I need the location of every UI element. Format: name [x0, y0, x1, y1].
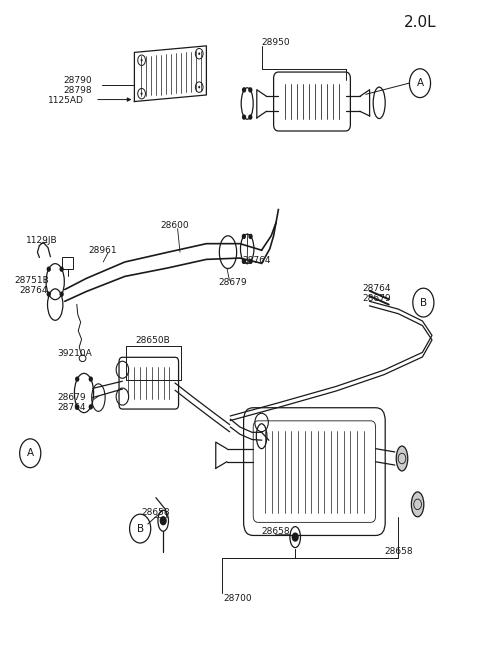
- Text: 28650B: 28650B: [136, 336, 170, 345]
- FancyBboxPatch shape: [119, 358, 179, 409]
- Text: 28950: 28950: [262, 38, 290, 47]
- Text: 28790: 28790: [64, 76, 93, 85]
- Text: A: A: [417, 78, 423, 88]
- Circle shape: [76, 377, 79, 381]
- Text: 28764: 28764: [58, 403, 86, 412]
- Text: 28658: 28658: [142, 508, 170, 517]
- Circle shape: [249, 88, 252, 92]
- Circle shape: [60, 292, 63, 296]
- Text: 1129JB: 1129JB: [26, 236, 58, 245]
- FancyBboxPatch shape: [244, 407, 385, 536]
- Circle shape: [48, 267, 50, 271]
- Text: 28764: 28764: [19, 286, 48, 295]
- Circle shape: [243, 88, 246, 92]
- Text: 28700: 28700: [223, 593, 252, 603]
- Circle shape: [292, 533, 298, 541]
- Text: 1125AD: 1125AD: [48, 96, 84, 105]
- Text: 28600: 28600: [161, 221, 190, 231]
- Text: 2.0L: 2.0L: [404, 16, 437, 30]
- Circle shape: [249, 115, 252, 119]
- Text: 28658: 28658: [262, 527, 290, 536]
- Text: 28679: 28679: [218, 278, 247, 288]
- Circle shape: [48, 292, 50, 296]
- Circle shape: [60, 267, 63, 271]
- Ellipse shape: [411, 492, 424, 517]
- Circle shape: [249, 259, 252, 263]
- Text: 28764: 28764: [362, 284, 391, 293]
- Circle shape: [243, 115, 246, 119]
- FancyBboxPatch shape: [274, 72, 350, 131]
- Circle shape: [198, 52, 200, 55]
- Text: A: A: [27, 448, 34, 458]
- Circle shape: [249, 234, 252, 238]
- Circle shape: [141, 92, 143, 95]
- Circle shape: [242, 234, 245, 238]
- Text: 28764: 28764: [242, 256, 270, 265]
- Text: 28798: 28798: [64, 86, 93, 95]
- Text: 28679: 28679: [362, 293, 391, 303]
- Circle shape: [242, 259, 245, 263]
- Text: 28679: 28679: [58, 393, 86, 402]
- Text: 28961: 28961: [89, 246, 118, 255]
- Bar: [62, 257, 73, 269]
- Circle shape: [141, 59, 143, 62]
- Circle shape: [160, 517, 166, 525]
- Circle shape: [89, 405, 92, 409]
- Circle shape: [76, 405, 79, 409]
- Text: 39210A: 39210A: [58, 349, 92, 358]
- Text: 28751B: 28751B: [14, 276, 49, 285]
- Circle shape: [89, 377, 92, 381]
- Text: B: B: [137, 523, 144, 534]
- Circle shape: [198, 86, 200, 88]
- Text: 28658: 28658: [384, 547, 413, 556]
- Ellipse shape: [396, 446, 408, 471]
- Text: B: B: [420, 297, 427, 308]
